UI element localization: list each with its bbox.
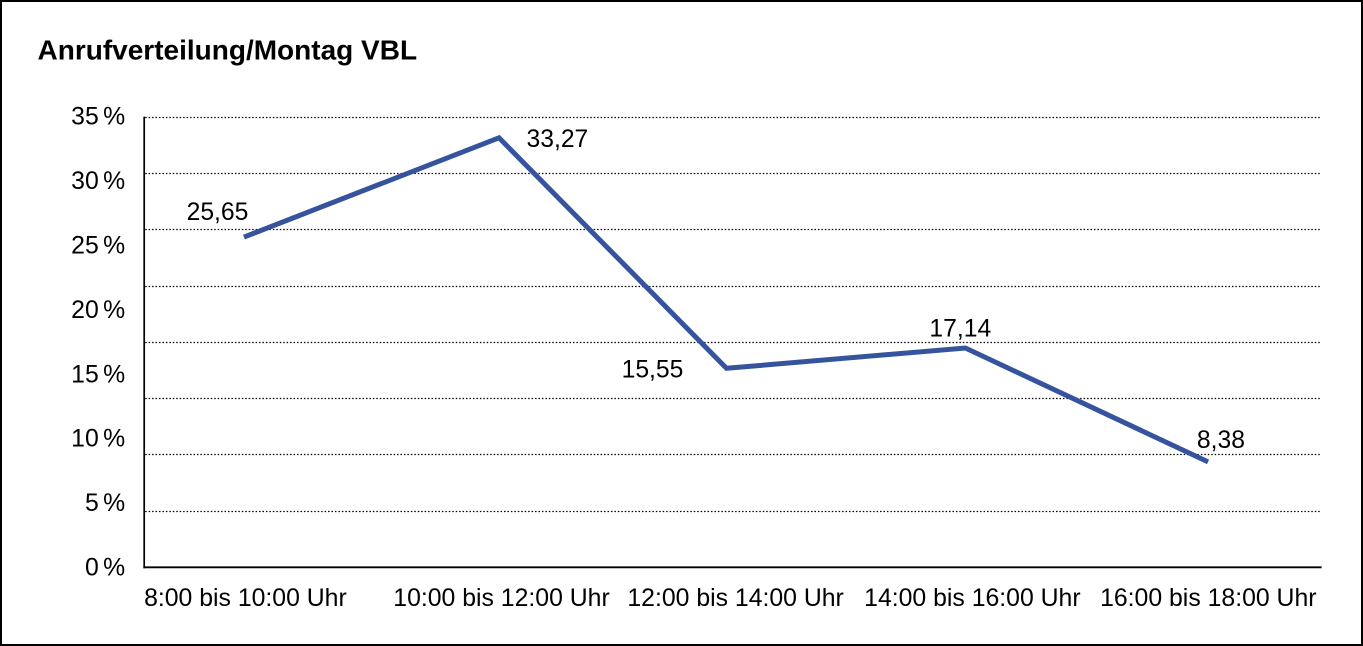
svg-text:20 %: 20 % xyxy=(71,297,125,324)
svg-text:15,55: 15,55 xyxy=(622,357,684,384)
svg-text:33,27: 33,27 xyxy=(527,126,589,153)
svg-text:0 %: 0 % xyxy=(85,555,125,582)
svg-text:12:00 bis 14:00 Uhr: 12:00 bis 14:00 Uhr xyxy=(627,585,843,612)
svg-text:Anrufverteilung/Montag VBL: Anrufverteilung/Montag VBL xyxy=(38,35,418,66)
svg-text:5 %: 5 % xyxy=(85,490,125,517)
svg-text:30 %: 30 % xyxy=(71,168,125,195)
svg-text:25 %: 25 % xyxy=(71,233,125,260)
svg-text:15 %: 15 % xyxy=(71,361,125,388)
svg-text:16:00 bis 18:00 Uhr: 16:00 bis 18:00 Uhr xyxy=(1100,585,1316,612)
svg-text:14:00 bis 16:00 Uhr: 14:00 bis 16:00 Uhr xyxy=(864,585,1080,612)
svg-text:35 %: 35 % xyxy=(71,104,125,131)
svg-text:17,14: 17,14 xyxy=(929,315,991,342)
svg-text:25,65: 25,65 xyxy=(187,199,249,226)
svg-text:8,38: 8,38 xyxy=(1197,427,1245,454)
svg-text:10 %: 10 % xyxy=(71,426,125,453)
svg-text:8:00 bis 10:00 Uhr: 8:00 bis 10:00 Uhr xyxy=(144,585,347,612)
svg-text:10:00 bis 12:00 Uhr: 10:00 bis 12:00 Uhr xyxy=(393,585,609,612)
